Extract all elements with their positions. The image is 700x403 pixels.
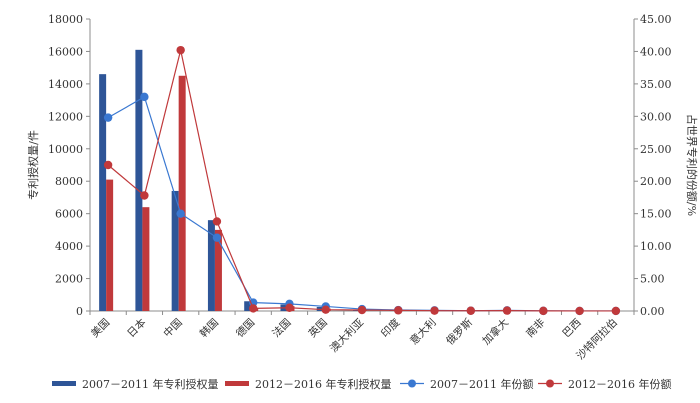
category-label: 韩国 [197,316,221,340]
share-point-2007-2011 [103,113,113,122]
legend-item-bar-2007-2011: 2007－2011 年专利授权量 [52,377,218,391]
category-label: 意大利 [407,316,438,347]
left-axis-title: 专利授权量/件 [26,130,40,200]
bar-2012-2016 [106,179,114,311]
right-tick-label: 30.00 [640,110,672,123]
bar-2007-2011 [135,49,143,311]
left-tick-label: 16000 [48,45,83,58]
left-tick-label: 10000 [48,143,83,156]
category-label: 俄罗斯 [443,316,475,348]
left-tick-label: 18000 [48,13,83,26]
left-tick-label: 6000 [55,208,83,221]
legend-item-line-2007-2011: 2007－2011 年份额 [400,377,534,391]
share-point-2012-2016 [539,306,548,316]
share-point-2012-2016 [321,305,330,314]
share-point-2012-2016 [502,306,512,315]
bar-2012-2016 [214,229,222,311]
left-tick-label: 4000 [55,240,83,253]
category-label: 中国 [161,316,185,340]
share-point-2012-2016 [575,306,584,316]
left-tick-label: 0 [76,305,83,318]
bar-2012-2016 [142,207,150,311]
category-label: 南非 [523,316,547,340]
share-point-2012-2016 [285,303,294,312]
share-point-2012-2016 [249,304,258,313]
share-point-2012-2016 [140,191,149,200]
legend-label: 2012－2016 年专利授权量 [255,377,391,391]
left-tick-label: 2000 [55,273,83,286]
bar-2007-2011 [244,301,252,311]
category-label: 澳大利亚 [327,316,366,355]
right-tick-label: 45.00 [640,13,672,26]
bar-2012-2016 [178,75,186,312]
legend-marker [546,379,554,388]
share-point-2012-2016 [176,45,185,55]
share-point-2012-2016 [466,306,475,315]
bar-2007-2011 [99,74,107,312]
legend: 2007－2011 年专利授权量 2012－2016 年专利授权量 2007－2… [52,377,672,391]
legend-label: 2012－2016 年份额 [568,377,672,391]
legend-marker [408,379,416,388]
share-point-2007-2011 [176,209,185,218]
bar-2007-2011 [207,220,215,311]
category-label: 加拿大 [480,316,512,348]
right-tick-label: 35.00 [640,78,672,91]
share-lines [103,45,621,316]
legend-label: 2007－2011 年份额 [430,377,534,391]
share-point-2012-2016 [394,306,403,315]
right-axis-title: 占世界专利的份额/% [685,114,699,216]
category-label: 法国 [270,316,294,340]
right-tick-label: 15.00 [640,208,672,221]
legend-swatch [52,381,76,386]
right-tick-label: 0.00 [640,305,665,318]
category-label: 美国 [88,316,112,340]
legend-item-bar-2012-2016: 2012－2016 年专利授权量 [225,377,391,391]
right-tick-label: 25.00 [640,143,672,156]
category-label: 英国 [306,316,330,340]
share-point-2007-2011 [140,92,149,102]
left-tick-label: 8000 [55,175,83,188]
share-point-2012-2016 [212,217,222,226]
share-point-2012-2016 [611,306,621,316]
category-label: 巴西 [560,317,583,340]
share-point-2012-2016 [103,160,113,170]
right-tick-label: 5.00 [640,273,665,286]
share-point-2012-2016 [357,305,367,315]
category-label: 德国 [233,316,257,340]
right-tick-label: 10.00 [640,240,672,253]
bars [99,49,621,312]
category-label: 日本 [124,316,148,340]
right-tick-label: 20.00 [640,175,672,188]
right-tick-label: 40.00 [640,45,672,58]
left-tick-label: 14000 [48,78,83,91]
left-tick-label: 12000 [48,110,83,123]
bar-2007-2011 [171,190,179,311]
legend-item-line-2012-2016: 2012－2016 年份额 [538,377,672,391]
category-label: 印度 [378,316,402,340]
share-point-2007-2011 [212,233,222,242]
axes: 0 2000 4000 6000 8000 10000 12000 14000 16000 180… [48,13,672,318]
legend-label: 2007－2011 年专利授权量 [82,377,218,391]
share-point-2012-2016 [430,306,439,315]
legend-swatch [225,381,249,386]
